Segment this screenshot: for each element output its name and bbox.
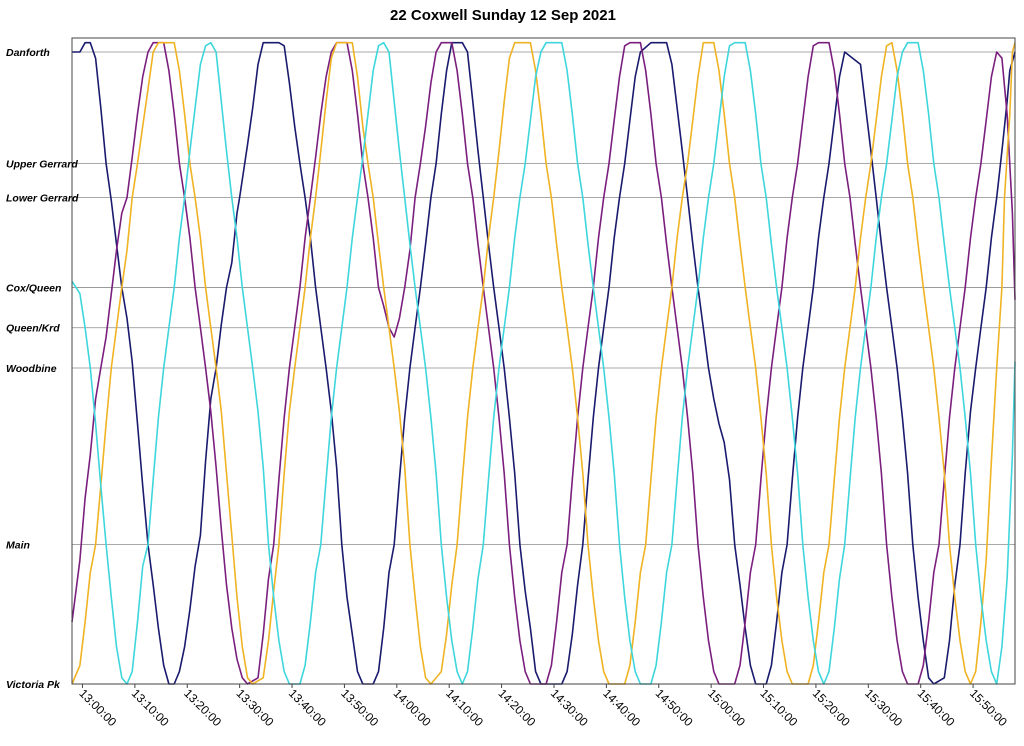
x-tick-label: 15:00:00	[705, 686, 748, 729]
x-tick-label: 14:20:00	[495, 686, 538, 729]
series-line-4	[71, 41, 1016, 685]
x-tick-label: 13:00:00	[76, 686, 119, 729]
x-tick-label: 14:50:00	[653, 686, 696, 729]
plot-frame	[71, 37, 1016, 685]
series-line-1	[72, 41, 1016, 685]
y-tick-label: Woodbine	[6, 363, 57, 375]
x-tick-label: 14:10:00	[443, 686, 486, 729]
y-tick-label: Victoria Pk	[6, 679, 61, 691]
x-tick-label: 15:10:00	[757, 686, 800, 729]
y-tick-label: Danforth	[6, 47, 50, 59]
y-tick-label: Upper Gerrard	[6, 159, 78, 171]
series-layer	[71, 41, 1016, 685]
x-tick-label: 13:20:00	[181, 686, 224, 729]
grid	[72, 51, 1015, 685]
x-tick-label: 13:10:00	[129, 686, 172, 729]
x-tick-label: 15:50:00	[967, 686, 1010, 729]
y-tick-label: Cox/Queen	[6, 282, 61, 294]
chart-title: 22 Coxwell Sunday 12 Sep 2021	[390, 7, 616, 24]
x-axis-labels: 13:00:00 13:10:00 13:20:00 13:30:00 13:40:00…	[76, 684, 1010, 729]
series-line-2	[71, 41, 1016, 685]
x-tick-label: 15:40:00	[915, 686, 958, 729]
y-tick-label: Lower Gerrard	[6, 193, 79, 205]
x-tick-label: 13:50:00	[338, 686, 381, 729]
x-tick-label: 13:40:00	[286, 686, 329, 729]
x-tick-label: 14:40:00	[600, 686, 643, 729]
x-tick-label: 14:00:00	[391, 686, 434, 729]
x-tick-label: 14:30:00	[548, 686, 591, 729]
x-tick-label: 13:30:00	[234, 686, 277, 729]
x-tick-label: 15:20:00	[810, 686, 853, 729]
y-axis-labels: Danforth Upper Gerrard Lower Gerrard Cox/Qu…	[6, 47, 79, 691]
y-tick-label: Queen/Krd	[6, 323, 60, 335]
series-line-3	[71, 41, 1016, 685]
x-tick-label: 15:30:00	[862, 686, 905, 729]
y-tick-label: Main	[6, 540, 30, 552]
